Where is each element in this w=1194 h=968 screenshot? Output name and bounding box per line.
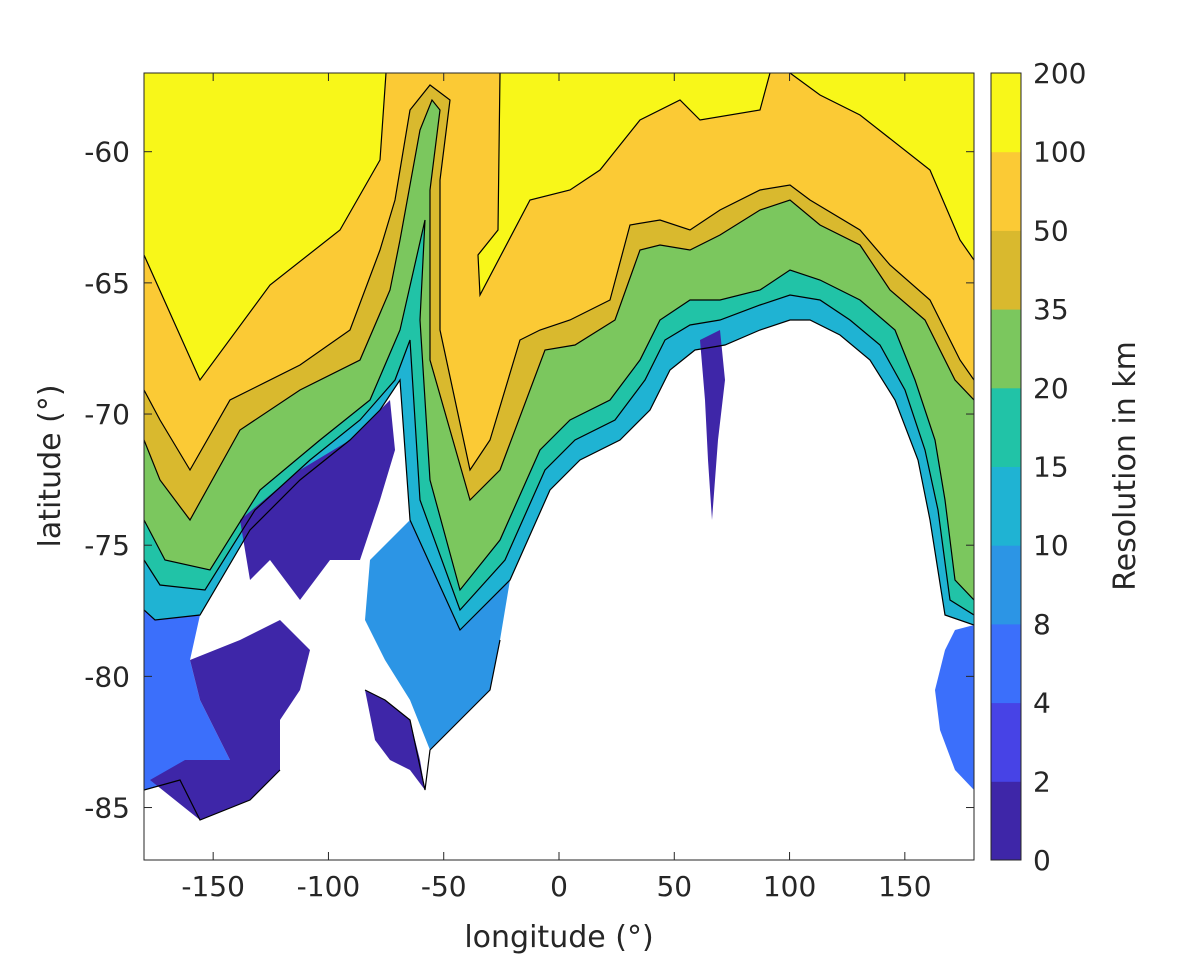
region-8-10km	[365, 520, 510, 750]
colorbar-band	[991, 151, 1021, 231]
region-4-8km-east	[935, 625, 974, 790]
colorbar-band	[991, 781, 1021, 861]
colorbar: 0 2 4 8 10 15 20 35 50 100 200	[990, 57, 1086, 877]
colorbar-tick-label: 200	[1033, 57, 1086, 90]
x-axis-label: longitude (°)	[464, 920, 653, 955]
region-0-2km-central	[240, 400, 395, 600]
region-100-200km	[144, 73, 974, 380]
colorbar-band	[991, 309, 1021, 389]
region-0-2km-south	[365, 690, 425, 790]
coastline	[144, 639, 501, 821]
x-axis-ticks: -150 -100 -50 0 50 100 150	[181, 73, 932, 903]
y-tick-label: -60	[84, 136, 130, 169]
colorbar-band	[991, 466, 1021, 546]
y-tick-label: -65	[84, 267, 130, 300]
region-4-8km-west	[144, 610, 230, 790]
colorbar-tick-label: 10	[1033, 529, 1069, 562]
contour-line-10	[144, 319, 974, 632]
region-50-100km	[144, 73, 974, 470]
colorbar-tick-label: 8	[1033, 608, 1051, 641]
region-0-2km-shelf-strip	[700, 330, 725, 520]
x-tick-label: -150	[181, 870, 245, 903]
y-tick-label: -70	[84, 398, 130, 431]
x-tick-label: 0	[550, 870, 568, 903]
y-tick-label: -80	[84, 660, 130, 693]
colorbar-tick-label: 0	[1033, 844, 1051, 877]
colorbar-tick-label: 4	[1033, 687, 1051, 720]
colorbar-label: Resolution in km	[1108, 341, 1143, 591]
colorbar-band	[991, 623, 1021, 704]
colorbar-band	[991, 545, 1021, 625]
x-tick-label: 100	[763, 870, 816, 903]
y-axis-ticks: -60 -65 -70 -75 -80 -85	[84, 136, 974, 825]
contour-lines	[144, 73, 974, 821]
contour-line-20	[144, 219, 974, 601]
colorbar-band	[991, 702, 1021, 782]
region-0-2km-west	[150, 620, 310, 820]
resolution-regions	[144, 73, 974, 820]
x-tick-label: 50	[656, 870, 692, 903]
colorbar-tick-label: 20	[1033, 372, 1069, 405]
x-tick-label: -100	[297, 870, 361, 903]
colorbar-band	[991, 230, 1021, 310]
colorbar-tick-label: 50	[1033, 214, 1069, 247]
contour-line-35	[144, 98, 974, 522]
colorbar-tick-label: 35	[1033, 293, 1069, 326]
colorbar-band	[991, 73, 1021, 153]
colorbar-tick-label: 15	[1033, 451, 1069, 484]
y-axis-label: latitude (°)	[33, 384, 68, 547]
y-tick-label: -75	[84, 529, 130, 562]
colorbar-band	[991, 387, 1021, 467]
y-tick-label: -85	[84, 792, 130, 825]
x-tick-label: 150	[878, 870, 931, 903]
x-tick-label: -50	[421, 870, 467, 903]
colorbar-tick-label: 100	[1033, 136, 1086, 169]
colorbar-tick-label: 2	[1033, 765, 1051, 798]
contour-line-50	[144, 84, 974, 472]
contour-line-15	[144, 294, 974, 616]
region-35-50km	[144, 85, 974, 520]
region-10-15km	[144, 295, 974, 630]
contour-line-100	[144, 73, 974, 382]
colorbar-frame	[990, 72, 1022, 861]
region-20-35km	[144, 100, 974, 600]
